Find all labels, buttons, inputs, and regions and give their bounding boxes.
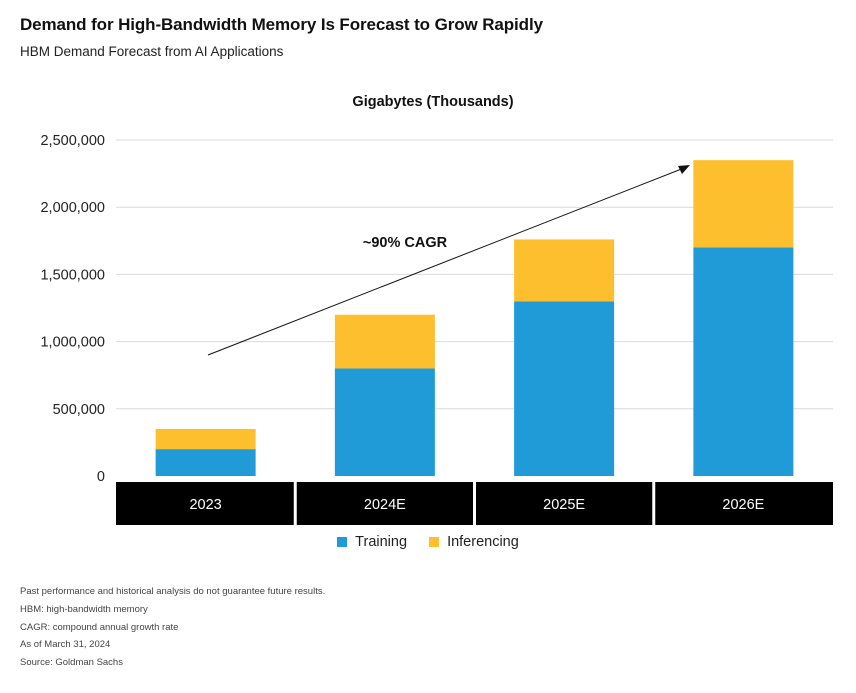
y-tick-label: 500,000 [53,402,105,418]
bar-training-2025e [514,301,615,476]
bar-training-2023 [155,449,256,476]
training-swatch [337,537,348,547]
units-label: Gigabytes (Thousands) [352,94,513,110]
chart-area: Gigabytes (Thousands) 0 500,000 1,000,000 1… [40,94,833,525]
cagr-arrow-line [207,167,685,356]
y-tick-label: 1,500,000 [40,267,105,283]
legend-item-inferencing: Inferencing [429,534,519,550]
cagr-arrow-head [678,165,690,174]
legend-item-training: Training [337,534,407,550]
bar-inferencing-2024e [334,314,435,369]
footnote-disclaimer: Past performance and historical analysis… [20,586,326,597]
category-bar [296,482,473,525]
category-bar [476,482,653,525]
inferencing-swatch [429,537,440,547]
category-bar [655,482,833,525]
footnote-date: As of March 31, 2024 [20,639,111,651]
y-tick-label: 0 [97,469,105,485]
y-tick-label: 2,000,000 [40,200,105,216]
x-tick-label: 2025E [543,497,585,513]
legend: Training Inferencing [0,534,856,551]
chart-subtitle: HBM Demand Forecast from AI Applications [20,44,284,59]
footnote-cagr: CAGR: compound annual growth rate [20,621,179,633]
chart-title: Demand for High-Bandwidth Memory Is Fore… [20,15,543,34]
cagr-label: ~90% CAGR [363,235,448,251]
category-bar [116,482,294,525]
footnote-hbm: HBM: high-bandwidth memory [20,603,148,615]
x-tick-label: 2023 [189,497,221,513]
bar-inferencing-2026e [693,160,794,248]
legend-label-training: Training [355,534,408,550]
bar-inferencing-2025e [514,239,615,302]
footnotes: Past performance and historical analysis… [20,583,325,672]
y-tick-label: 2,500,000 [40,133,105,149]
footnote-source: Source: Goldman Sachs [20,657,123,669]
bar-training-2024e [334,368,435,476]
y-tick-label: 1,000,000 [40,335,105,351]
x-tick-label: 2026E [722,497,764,513]
x-tick-label: 2024E [364,497,406,513]
bar-inferencing-2023 [155,428,256,450]
legend-label-inferencing: Inferencing [447,534,519,550]
bar-training-2026e [693,247,794,476]
